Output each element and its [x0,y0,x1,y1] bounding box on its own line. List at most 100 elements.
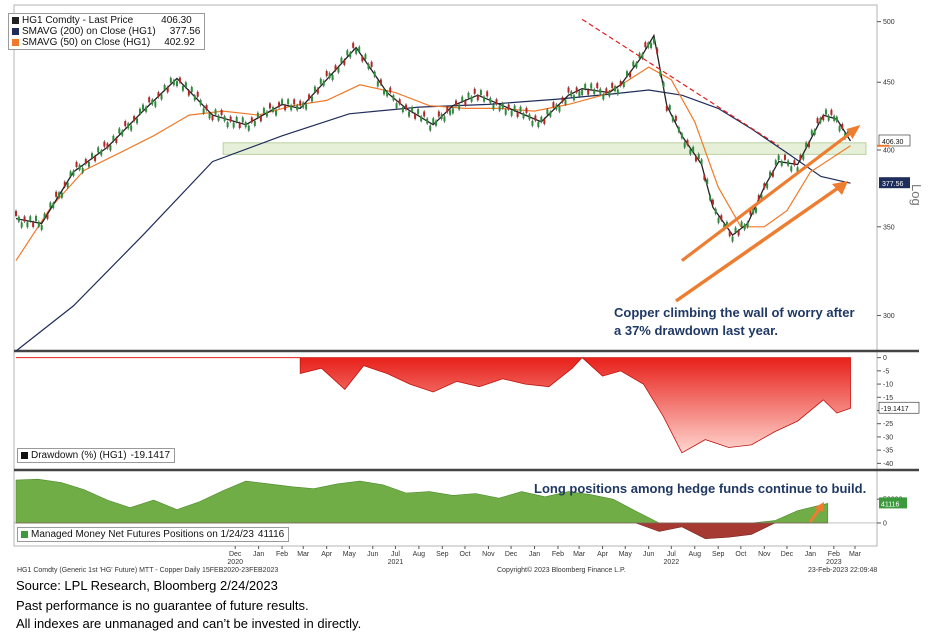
candle-body [259,116,262,122]
candle-body [313,86,316,92]
candle-body [241,117,244,123]
candle-body [352,42,355,48]
positioning-arrow-head [814,502,824,512]
candle-body [700,159,703,165]
candle-body [58,192,61,198]
candle-body [531,120,534,126]
panel-frame-0 [13,4,878,352]
candle-body [614,86,617,92]
candle-body [665,105,668,111]
candle-body [629,72,632,78]
drawdown-tick-label: -35 [883,448,893,455]
candle-body [429,125,432,131]
candle-body [668,105,671,111]
candle-body [686,140,689,146]
candle-body [34,216,37,222]
disclaimer-indexes: All indexes are unmanaged and can’t be i… [16,616,362,631]
candle-body [420,116,423,122]
candle-body [752,208,755,214]
candle-body [575,87,578,93]
candle-body [308,94,311,100]
series-caption: HG1 Comdty (Generic 1st 'HG' Future) MTT… [17,567,279,574]
candle-body [94,156,97,162]
legend-sma200-value: 377.56 [169,26,201,37]
positioning-current-tag [879,497,907,509]
sma200-current-label: 377.56 [882,181,904,188]
price-tick-label: 400 [883,147,895,154]
x-month-label: Aug [413,551,426,558]
drawdown-current-label: -19.1417 [881,406,909,413]
candle-body [787,160,790,166]
candle-body [15,210,17,216]
candle-body [802,154,805,160]
candle-body [262,108,265,114]
candle-body [398,99,401,105]
x-year-label: 2023 [826,559,842,566]
candle-body [265,111,268,117]
candle-body [172,80,175,86]
candle-body [296,105,299,111]
candle-body [476,95,479,101]
candle-body [830,109,833,115]
x-month-label: Nov [482,551,495,558]
candle-body [250,117,253,123]
x-month-label: Jan [805,551,816,558]
candle-body [489,97,492,103]
candle-body [510,110,513,116]
candle-body [184,82,187,88]
candle-body [376,81,379,87]
candle-body [166,87,169,93]
price-swatch-icon [12,17,19,24]
candle-body [202,108,205,114]
candle-body [181,85,184,91]
candle-body [208,113,211,119]
sma200-swatch-icon [12,28,19,35]
candle-body [461,96,464,102]
candle-body [799,155,802,161]
disclaimer-performance: Past performance is no guarantee of futu… [16,598,309,613]
candle-body [392,95,395,101]
candle-body [507,104,510,110]
candle-body [483,96,486,102]
candle-body [625,71,628,77]
candle-body [69,171,72,177]
candle-body [214,109,217,115]
copyright: Copyright© 2023 Bloomberg Finance L.P. [497,567,626,574]
candle-body [331,75,334,81]
candle-body [714,208,717,214]
candle-body [709,195,712,201]
candle-body [290,105,293,111]
candle-body [749,209,752,215]
x-month-label: Oct [460,551,471,558]
candle-body [451,108,454,114]
drawdown-legend: Drawdown (%) (HG1) -19.1417 [17,448,176,463]
candle-body [244,122,247,128]
candle-body [757,195,760,201]
candle-body [163,84,166,90]
candle-body [528,114,531,120]
candle-body [148,97,151,103]
x-month-label: Dec [229,551,242,558]
candle-body [608,91,611,97]
candle-body [23,216,26,222]
candle-body [414,113,417,119]
candle-body [590,83,593,89]
drawdown-tick-label: 0 [883,355,887,362]
candle-body [796,167,799,173]
candle-body [694,156,697,162]
candle-body [549,111,552,117]
candle-body [361,56,364,62]
candle-body [743,224,746,230]
candle-body [543,118,546,124]
sma50-line [15,66,851,261]
candle-body [97,147,100,153]
x-month-label: Dec [505,551,518,558]
drawdown-current-tag [878,401,920,414]
candle-body [46,213,49,219]
candle-body [703,175,706,181]
candle-body [115,137,118,143]
candle-body [90,153,93,159]
candle-body [87,161,90,167]
candle-body [121,130,124,136]
candle-body [464,100,467,106]
